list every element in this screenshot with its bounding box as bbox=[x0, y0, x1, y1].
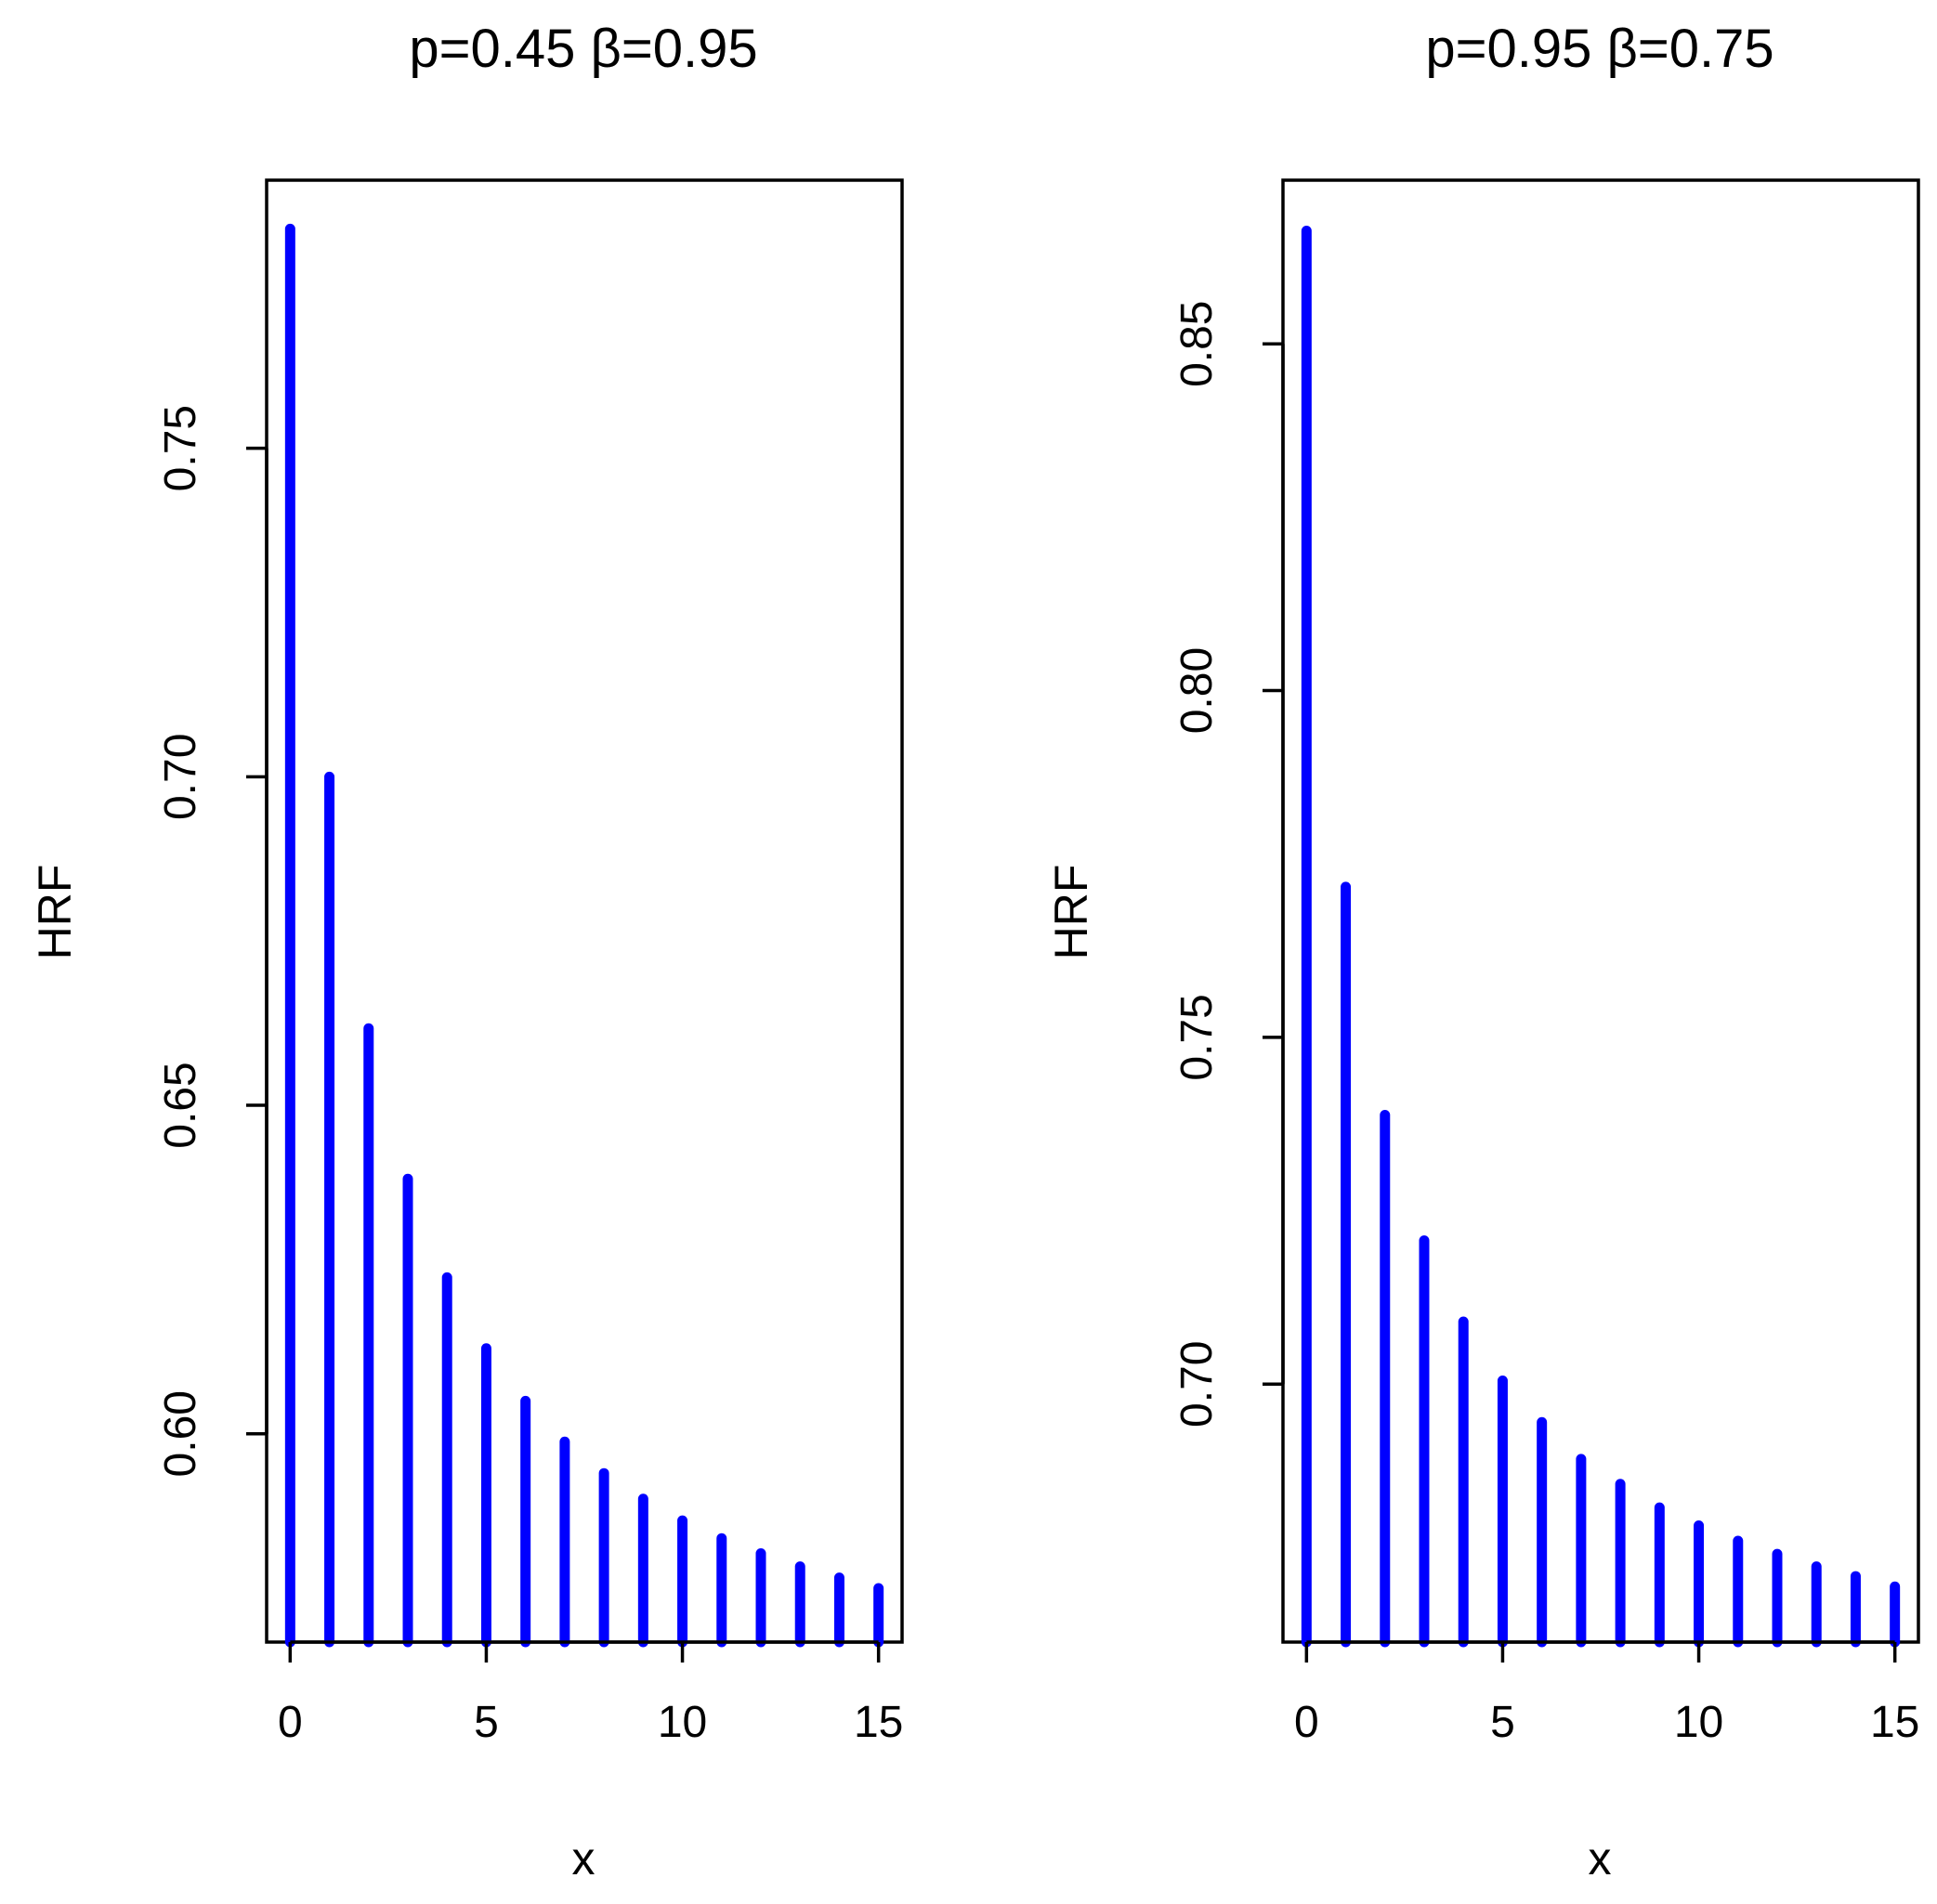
left-spike-series bbox=[284, 223, 884, 1648]
right-y-axis: 0.70 0.75 0.80 0.85 bbox=[1172, 301, 1285, 1428]
right-x-axis-label: x bbox=[1589, 1832, 1612, 1884]
left-x-axis: 0 5 10 15 bbox=[278, 1640, 903, 1747]
right-y-tick-label: 0.75 bbox=[1172, 994, 1222, 1080]
left-x-tick-label: 10 bbox=[658, 1698, 707, 1747]
left-y-axis: 0.60 0.65 0.70 0.75 bbox=[156, 405, 268, 1477]
left-plot-title: p=0.45 β=0.95 bbox=[409, 19, 757, 79]
left-y-tick-label: 0.60 bbox=[156, 1390, 205, 1477]
right-x-axis: 0 5 10 15 bbox=[1294, 1640, 1919, 1747]
right-y-tick-label: 0.85 bbox=[1172, 301, 1222, 387]
left-y-tick-label: 0.70 bbox=[156, 734, 205, 820]
right-y-tick-label: 0.80 bbox=[1172, 647, 1222, 734]
left-y-tick-label: 0.65 bbox=[156, 1062, 205, 1148]
right-x-tick-label: 10 bbox=[1674, 1698, 1723, 1747]
right-plot-frame bbox=[1281, 178, 1920, 1644]
left-y-tick-label: 0.75 bbox=[156, 405, 205, 491]
right-x-tick-label: 5 bbox=[1490, 1698, 1515, 1747]
left-y-axis-label: HRF bbox=[29, 865, 81, 960]
right-x-tick-label: 15 bbox=[1870, 1698, 1919, 1747]
right-x-tick-label: 0 bbox=[1294, 1698, 1319, 1747]
left-x-axis-label: x bbox=[572, 1832, 595, 1884]
right-plot-panel: p=0.95 β=0.75 0 5 10 15 0.700.750.800.85 x … bbox=[1045, 19, 1920, 1884]
right-y-axis-label: HRF bbox=[1045, 865, 1097, 960]
left-x-tick-label: 5 bbox=[474, 1698, 499, 1747]
left-plot-panel: p=0.45 β=0.95 0 5 10 15 0.600.650.700.75 x … bbox=[29, 19, 904, 1884]
left-x-tick-label: 15 bbox=[854, 1698, 903, 1747]
right-y-tick-label: 0.70 bbox=[1172, 1341, 1222, 1428]
right-plot-title: p=0.95 β=0.75 bbox=[1425, 19, 1773, 79]
left-x-tick-label: 0 bbox=[278, 1698, 303, 1747]
right-spike-series bbox=[1301, 226, 1901, 1648]
left-plot-frame bbox=[265, 178, 904, 1644]
